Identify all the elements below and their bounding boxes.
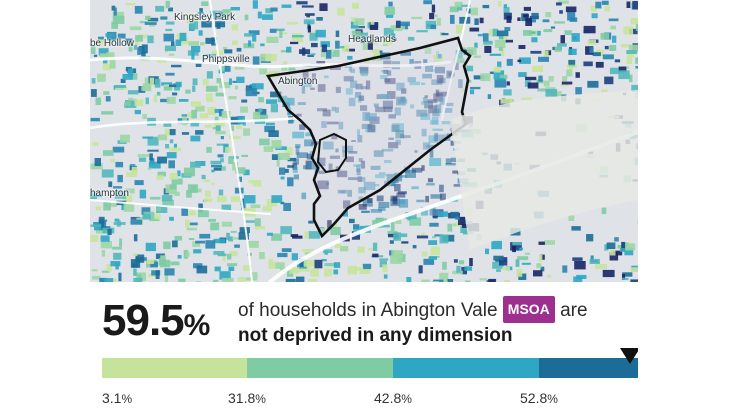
legend-tick: 52.8% xyxy=(520,390,558,406)
stat-emphasis: not deprived in any dimension xyxy=(238,325,513,346)
legend-bar xyxy=(102,358,638,378)
legend-segment-3 xyxy=(393,358,539,378)
stat-value: 59.5% xyxy=(102,296,210,345)
legend-tick: 31.8% xyxy=(228,390,266,406)
place-label: Headlands xyxy=(348,34,396,45)
choropleth-map[interactable]: Kingsley Park Phippsville Headlands Abin… xyxy=(90,0,638,282)
stat-description: of households in Abington Vale MSOA are … xyxy=(238,296,588,348)
place-label: Phippsville xyxy=(202,54,250,65)
map-canvas[interactable] xyxy=(90,0,638,282)
place-label: hampton xyxy=(90,188,129,199)
value-marker-icon xyxy=(620,348,638,364)
place-label: Abington xyxy=(278,76,318,87)
legend-segment-4 xyxy=(539,358,638,378)
info-panel: 59.5% of households in Abington Vale MSO… xyxy=(90,282,638,410)
place-label: be Hollow xyxy=(90,38,134,49)
place-label: Kingsley Park xyxy=(174,12,236,23)
msoa-badge: MSOA xyxy=(502,296,555,323)
selected-msoa-area xyxy=(265,36,472,239)
legend-tick: 42.8% xyxy=(374,390,412,406)
legend-segment-2 xyxy=(247,358,393,378)
legend-segment-1 xyxy=(102,358,247,378)
legend-tick: 3.1% xyxy=(102,390,133,406)
map-panel: Kingsley Park Phippsville Headlands Abin… xyxy=(90,0,638,410)
